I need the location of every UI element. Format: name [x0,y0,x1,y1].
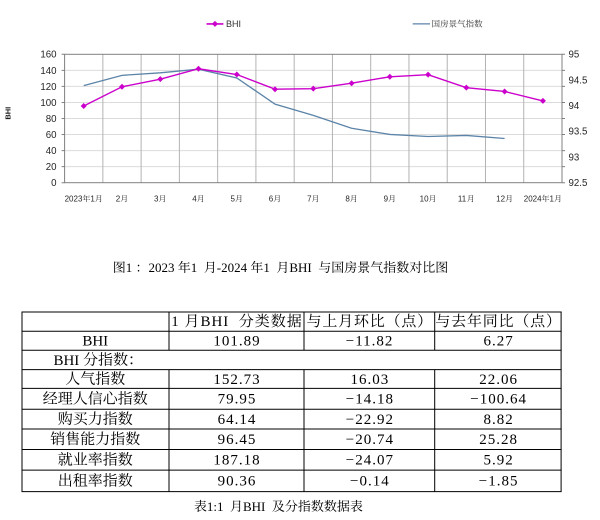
svg-text:152.73: 152.73 [213,372,260,388]
svg-text:64.14: 64.14 [218,412,257,428]
svg-text:1: 1 [263,260,270,275]
svg-text:1: 1 [550,195,555,204]
svg-text:22.06: 22.06 [479,372,518,388]
svg-text:BHI: BHI [289,260,311,275]
svg-text:BHI: BHI [200,314,229,330]
svg-text:2: 2 [116,195,121,204]
svg-text:2023: 2023 [65,195,83,204]
svg-text:BHI: BHI [226,19,241,29]
svg-text:1: 1 [171,314,180,330]
svg-text:0: 0 [51,178,57,189]
svg-text:93.5: 93.5 [569,127,588,138]
svg-text:90.36: 90.36 [218,474,257,490]
svg-text:BHI: BHI [3,107,12,120]
svg-text:−22.92: −22.92 [346,412,394,428]
svg-text:11: 11 [458,195,467,204]
svg-text:80: 80 [46,114,57,125]
svg-text:25.28: 25.28 [479,432,518,448]
svg-text:BHI: BHI [243,499,265,514]
svg-text:BHI: BHI [53,353,79,369]
svg-text:95: 95 [569,50,580,61]
svg-text:1: 1 [126,260,132,275]
svg-text:8.82: 8.82 [484,412,514,428]
svg-text:5.92: 5.92 [484,453,514,469]
svg-text:96.45: 96.45 [218,432,257,448]
svg-text:101.89: 101.89 [213,334,260,350]
svg-text:94.5: 94.5 [569,75,588,86]
svg-text:4: 4 [192,195,197,204]
svg-text:−0.14: −0.14 [350,474,390,490]
svg-text:94: 94 [569,101,580,112]
svg-text:−24.07: −24.07 [346,453,394,469]
svg-text:10: 10 [420,195,429,204]
svg-text:12: 12 [496,195,505,204]
svg-text:93: 93 [569,152,580,163]
svg-text:100: 100 [40,98,57,109]
svg-text:187.18: 187.18 [213,453,260,469]
svg-text:−100.64: −100.64 [470,392,527,408]
svg-text:−14.18: −14.18 [346,392,394,408]
svg-text:60: 60 [46,130,57,141]
svg-text:5: 5 [231,195,236,204]
svg-text:8: 8 [345,195,350,204]
svg-text:20: 20 [46,162,57,173]
svg-text:1:1: 1:1 [207,499,224,514]
svg-text:79.95: 79.95 [218,392,257,408]
svg-text:2023: 2023 [149,260,175,275]
svg-text:9: 9 [384,195,389,204]
svg-text:16.03: 16.03 [350,372,389,388]
svg-text:3: 3 [154,195,159,204]
svg-text:-2024: -2024 [217,260,248,275]
svg-text:−1.85: −1.85 [479,474,519,490]
svg-text:BHI: BHI [82,334,108,350]
svg-text:−20.74: −20.74 [346,432,394,448]
svg-text:6.27: 6.27 [484,334,514,350]
svg-text:40: 40 [46,146,57,157]
svg-text:−11.82: −11.82 [346,334,394,350]
svg-text:2024: 2024 [524,195,542,204]
svg-text:1: 1 [191,260,198,275]
svg-text:92.5: 92.5 [569,178,588,189]
svg-text:140: 140 [40,66,57,77]
svg-text:120: 120 [40,82,57,93]
svg-text:7: 7 [307,195,312,204]
svg-text:160: 160 [40,50,57,61]
svg-text:1: 1 [90,195,95,204]
svg-text:6: 6 [269,195,274,204]
